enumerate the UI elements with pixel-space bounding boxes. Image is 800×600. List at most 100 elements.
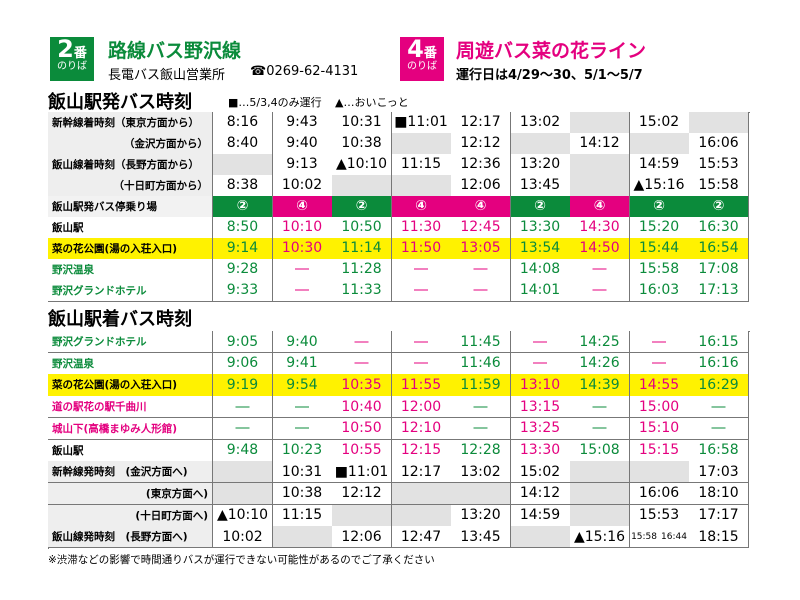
time-cell: 13:10 — [510, 374, 571, 397]
time-cell: ― — [272, 396, 333, 419]
time-cell: ― — [391, 259, 452, 281]
time-cell: 16:54 — [689, 238, 749, 260]
time-cell: ② — [213, 196, 273, 218]
time-cell: 15:58 — [629, 259, 690, 281]
note: ▲…おいこっと — [335, 96, 409, 109]
time-cell: 12:17 — [391, 461, 452, 484]
time-cell: 10:30 — [272, 238, 333, 260]
time-cell: 13:54 — [510, 238, 571, 260]
time-cell: 8:16 — [213, 112, 273, 134]
time-cell — [391, 175, 452, 197]
time-cell: 17:13 — [689, 280, 749, 302]
time-cell: 12:36 — [451, 154, 511, 176]
time-cell — [510, 526, 571, 549]
time-cell: 14:39 — [570, 374, 630, 397]
time-cell: 13:30 — [510, 439, 571, 462]
note: ■…5/3,4のみ運行 — [228, 96, 322, 109]
time-cell: 12:15 — [391, 439, 452, 462]
time-cell: 10:10 — [272, 217, 333, 239]
time-cell: 13:02 — [510, 112, 571, 134]
time-cell: 14:12 — [570, 133, 630, 155]
time-cell: 16:30 — [689, 217, 749, 239]
time-cell: ― — [451, 396, 511, 419]
time-cell: ― — [570, 259, 630, 281]
time-cell: 13:25 — [510, 417, 571, 440]
time-cell: ― — [451, 259, 511, 281]
time-cell: 10:50 — [332, 217, 392, 239]
time-cell: 9:06 — [213, 352, 273, 375]
time-cell: 15:02 — [629, 112, 690, 134]
time-cell: 12:00 — [391, 396, 452, 419]
time-cell: 13:30 — [510, 217, 571, 239]
time-cell: ― — [510, 331, 571, 354]
time-cell: ― — [451, 417, 511, 440]
row-label: 道の駅花の駅千曲川 — [48, 396, 213, 419]
row-label: （金沢方面から） — [48, 133, 213, 155]
time-cell: 11:15 — [391, 154, 452, 176]
time-cell: ― — [391, 280, 452, 302]
time-cell: ― — [570, 280, 630, 302]
time-cell: ■11:01 — [391, 112, 452, 134]
time-cell: 9:14 — [213, 238, 273, 260]
time-cell: 10:02 — [213, 526, 273, 549]
badge-sub: のりば — [57, 61, 87, 72]
row-label: (東京方面へ) — [48, 482, 213, 506]
footer: ※渋滞などの影響で時間通りバスが運行できない可能性があるのでご了承ください — [48, 554, 435, 566]
time-cell: ― — [332, 331, 392, 354]
time-cell: 14:01 — [510, 280, 571, 302]
time-cell: 18:15 — [689, 526, 749, 549]
time-cell: 16:03 — [629, 280, 690, 302]
time-cell: ― — [272, 417, 333, 440]
time-cell: 11:46 — [451, 352, 511, 375]
time-cell — [332, 504, 392, 527]
time-cell: 12:12 — [332, 482, 392, 506]
time-cell: 10:38 — [332, 133, 392, 155]
time-cell — [213, 461, 273, 484]
row-label: 野沢グランドホテル — [48, 280, 213, 302]
time-cell — [570, 154, 630, 176]
time-cell — [689, 112, 749, 134]
time-cell: 13:45 — [510, 175, 571, 197]
time-cell: ― — [510, 352, 571, 375]
time-cell: 17:17 — [689, 504, 749, 527]
time-cell: ② — [629, 196, 690, 218]
time-cell: 15:08 — [570, 439, 630, 462]
time-cell: 16:15 — [689, 331, 749, 354]
time-cell — [570, 112, 630, 134]
row-label: 飯山線発時刻 (長野方面へ) — [48, 526, 213, 549]
time-cell: 9:19 — [213, 374, 273, 397]
time-cell: ▲15:16 — [629, 175, 690, 197]
time-cell: 16:58 — [689, 439, 749, 462]
time-cell: ― — [272, 259, 333, 281]
time-cell: 11:45 — [451, 331, 511, 354]
time-cell: ― — [391, 352, 452, 375]
time-cell — [451, 482, 511, 506]
badge-unit: 番 — [73, 46, 87, 61]
row-label: 野沢グランドホテル — [48, 331, 213, 354]
route-title: 周遊バス菜の花ライン — [456, 40, 647, 62]
time-cell: 14:12 — [510, 482, 571, 506]
time-cell: ④ — [451, 196, 511, 218]
row-label: 飯山線着時刻（長野方面から） — [48, 154, 213, 176]
time-cell — [570, 461, 630, 484]
time-cell: 15:20 — [629, 217, 690, 239]
time-cell: ― — [451, 280, 511, 302]
phone: ☎0269-62-4131 — [250, 64, 359, 79]
time-cell: 11:59 — [451, 374, 511, 397]
time-cell: 15:02 — [510, 461, 571, 484]
time-cell: 11:33 — [332, 280, 392, 302]
time-cell: ▲10:10 — [332, 154, 392, 176]
time-cell: 15:00 — [629, 396, 690, 419]
time-cell: ■11:01 — [332, 461, 392, 484]
badge: 4番 のりば — [400, 37, 444, 81]
time-cell: ② — [689, 196, 749, 218]
time-cell: 12:17 — [451, 112, 511, 134]
time-cell: 10:02 — [272, 175, 333, 197]
time-cell: 14:59 — [629, 154, 690, 176]
time-cell: 16:29 — [689, 374, 749, 397]
time-cell: 18:10 — [689, 482, 749, 506]
time-cell: 13:02 — [451, 461, 511, 484]
time: 16:44 — [661, 531, 687, 542]
time-cell: 8:50 — [213, 217, 273, 239]
time-cell: 15:58 16:44 — [629, 526, 690, 549]
